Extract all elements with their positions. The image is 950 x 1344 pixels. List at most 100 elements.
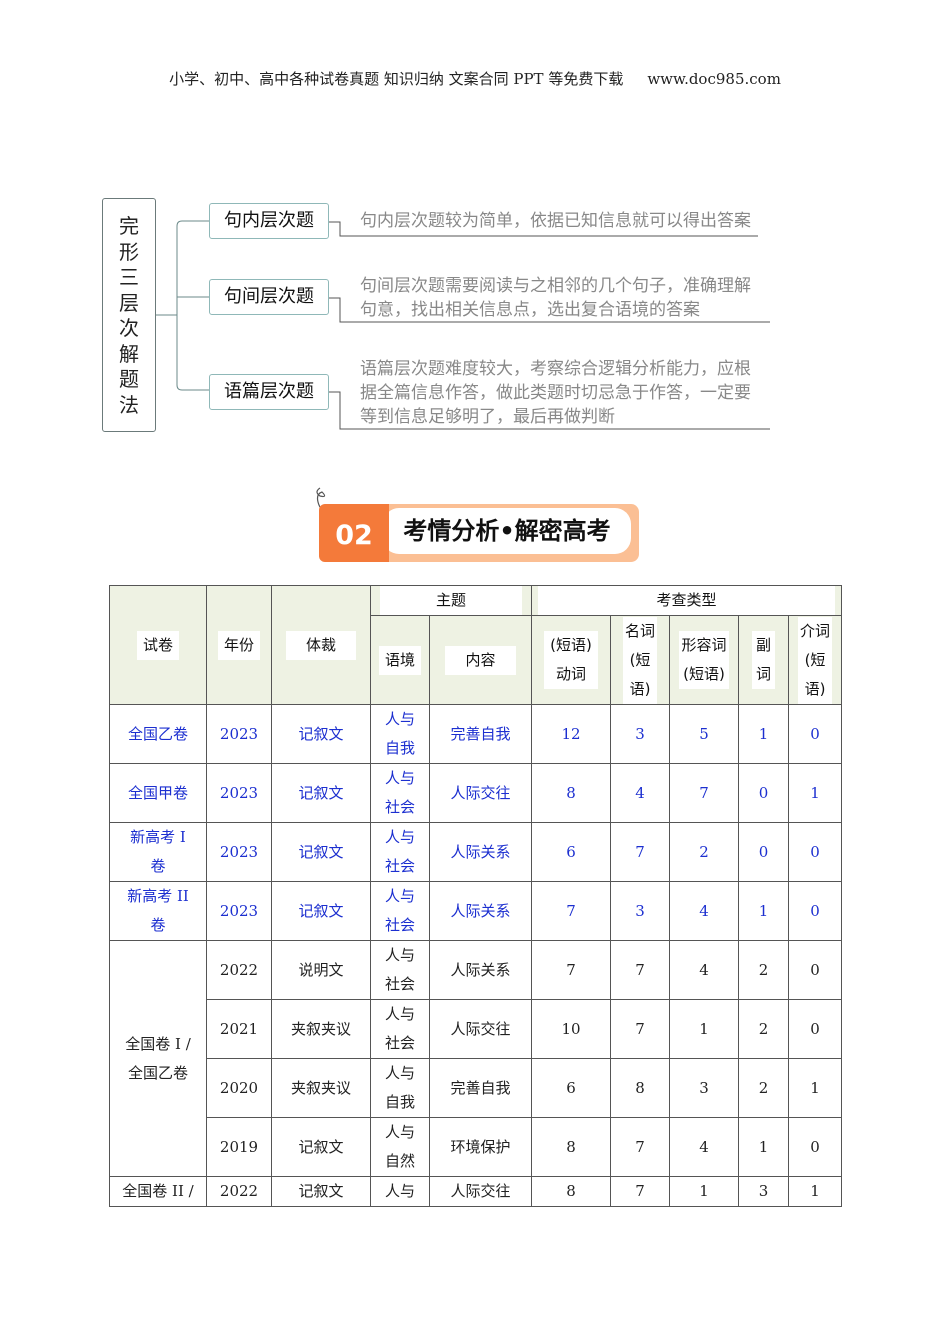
label: 体裁 <box>285 630 356 660</box>
mindmap-desc: 语篇层次题难度较大，考察综合逻辑分析能力，应根 据全篇信息作答，做此类题时切忌急于… <box>360 357 751 429</box>
year-cell: 2020 <box>206 1058 272 1118</box>
year-text: 2023 <box>219 724 259 743</box>
genre-cell: 记叙文 <box>271 822 371 882</box>
count-cell: 3 <box>669 1058 739 1118</box>
context-text: 人与 <box>384 1123 415 1141</box>
count-cell: 1 <box>738 1117 789 1177</box>
mindmap-connectors <box>156 220 770 430</box>
count-text: 7 <box>566 960 576 979</box>
context-text: 人与 <box>384 946 415 964</box>
exam-analysis-table: 试卷 年份 体裁 主题 考查类型 语境 内容 (短语) 动词 名词 (短 语) 形容词… <box>109 585 842 1207</box>
content-text: 人际关系 <box>450 842 511 861</box>
root-char: 形 <box>119 239 139 264</box>
count-cell: 4 <box>669 881 739 941</box>
context-cell: 人与 社会 <box>370 881 430 941</box>
count-cell: 0 <box>788 881 842 941</box>
count-cell: 2 <box>738 1058 789 1118</box>
count-text: 3 <box>635 724 645 743</box>
label: 试卷 <box>136 630 179 660</box>
count-text: 3 <box>699 1078 709 1097</box>
count-text: 1 <box>758 724 769 743</box>
count-text: 8 <box>566 1137 576 1156</box>
genre-cell: 记叙文 <box>271 704 371 764</box>
context-text: 社会 <box>384 975 415 993</box>
year-text: 2019 <box>219 1137 259 1156</box>
count-text: 1 <box>810 783 820 802</box>
content-cell: 人际关系 <box>429 881 532 941</box>
context-cell: 人与 自我 <box>370 704 430 764</box>
genre-text: 记叙文 <box>298 783 344 802</box>
table-row: 全国卷 II / 2022 记叙文 人与 人际交往 8 7 1 3 1 <box>109 1176 842 1207</box>
label: 主题 <box>379 586 522 615</box>
col-prep: 介词 (短 语) <box>788 615 842 705</box>
context-cell: 人与 社会 <box>370 763 430 823</box>
count-cell: 0 <box>788 1117 842 1177</box>
count-cell: 0 <box>738 822 789 882</box>
count-cell: 7 <box>610 999 670 1059</box>
context-text: 人与 <box>384 828 415 846</box>
count-cell: 1 <box>669 999 739 1059</box>
table-row: 2019 记叙文 人与 自然 环境保护 8 7 4 1 0 <box>110 1117 842 1177</box>
label: 介词 <box>799 621 830 640</box>
genre-text: 夹叙夹议 <box>290 1019 351 1038</box>
count-text: 3 <box>758 1182 769 1200</box>
count-cell: 3 <box>738 1176 789 1207</box>
count-text: 3 <box>635 901 645 920</box>
count-text: 0 <box>758 783 769 802</box>
content-text: 人际交往 <box>450 1182 511 1200</box>
count-text: 2 <box>699 842 709 861</box>
year-text: 2022 <box>219 1182 259 1200</box>
count-cell: 8 <box>610 1058 670 1118</box>
genre-text: 记叙文 <box>298 1182 344 1200</box>
year-cell: 2022 <box>206 1176 272 1207</box>
banner-title: 考情分析•解密高考 <box>383 508 631 554</box>
paper-text: 全国乙卷 <box>127 724 188 743</box>
count-cell: 4 <box>610 763 670 823</box>
year-cell: 2023 <box>206 763 272 823</box>
label: 内容 <box>445 645 516 675</box>
count-cell: 1 <box>669 1176 739 1207</box>
count-cell: 1 <box>788 763 842 823</box>
genre-text: 说明文 <box>298 960 344 979</box>
paper-text: 全国卷 II / <box>122 1182 194 1200</box>
content-text: 人际交往 <box>450 783 511 802</box>
col-noun: 名词 (短 语) <box>610 615 670 705</box>
count-cell: 6 <box>531 822 611 882</box>
year-cell: 2022 <box>206 940 272 1000</box>
count-cell: 7 <box>610 1117 670 1177</box>
context-cell: 人与 自我 <box>370 1058 430 1118</box>
mindmap-root: 完形三层次解题法 <box>102 198 156 432</box>
label: (短语) <box>550 636 592 654</box>
col-year: 年份 <box>206 585 272 705</box>
count-cell: 0 <box>788 704 842 764</box>
genre-text: 记叙文 <box>298 842 344 861</box>
root-char: 法 <box>119 392 139 417</box>
count-cell: 4 <box>669 940 739 1000</box>
count-text: 0 <box>810 960 820 979</box>
count-cell: 8 <box>531 1117 611 1177</box>
desc-line: 等到信息足够明了，最后再做判断 <box>360 407 615 427</box>
count-text: 1 <box>810 1078 820 1097</box>
count-text: 4 <box>635 783 645 802</box>
desc-line: 句意，找出相关信息点，选出复合语境的答案 <box>360 300 700 320</box>
root-char: 次 <box>119 316 139 340</box>
year-cell: 2023 <box>206 822 272 882</box>
content-cell: 人际交往 <box>429 999 532 1059</box>
year-text: 2021 <box>219 1019 259 1038</box>
label: 词 <box>755 665 771 683</box>
paper-text: 全国卷 I / <box>125 1034 191 1053</box>
count-text: 0 <box>810 1137 820 1156</box>
count-cell: 8 <box>531 1176 611 1207</box>
mindmap-node: 语篇层次题 <box>209 374 329 410</box>
year-text: 2023 <box>219 783 259 802</box>
context-text: 人与 <box>384 1064 415 1082</box>
table-row: 2020 夹叙夹议 人与 自我 完善自我 6 8 3 2 1 <box>110 1058 842 1118</box>
content-text: 完善自我 <box>450 1078 511 1097</box>
label: 年份 <box>217 630 260 660</box>
label: 形容词 <box>681 636 727 654</box>
table-row: 2021 夹叙夹议 人与 社会 人际交往 10 7 1 2 0 <box>110 999 842 1059</box>
count-cell: 7 <box>531 881 611 941</box>
paper-text: 全国乙卷 <box>127 1063 188 1082</box>
year-cell: 2023 <box>206 881 272 941</box>
root-char: 完 <box>119 214 139 238</box>
